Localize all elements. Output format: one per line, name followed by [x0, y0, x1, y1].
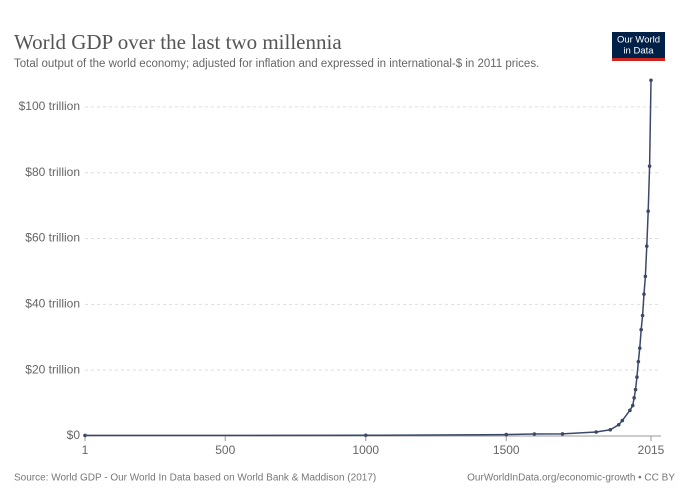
- point: [594, 430, 598, 434]
- point: [608, 427, 613, 432]
- line: [84, 80, 652, 437]
- x-tick-label: 2015: [638, 443, 665, 457]
- x-tick-label: 500: [215, 443, 235, 457]
- point: [633, 387, 638, 392]
- point: [644, 244, 649, 248]
- point: [637, 346, 642, 350]
- point: [647, 164, 652, 168]
- x-tick-label: 1: [82, 443, 89, 457]
- point: [630, 403, 635, 408]
- point: [635, 375, 639, 379]
- point: [640, 313, 645, 318]
- point: [646, 209, 650, 214]
- x-tick-label: 1500: [493, 443, 520, 457]
- point: [643, 274, 648, 279]
- y-tick-label: $40 trillion: [25, 297, 80, 311]
- logo-text: Our World: [617, 35, 660, 46]
- point: [649, 78, 653, 83]
- point: [83, 433, 87, 438]
- point: [504, 432, 509, 437]
- logo: Our World in Data: [612, 32, 665, 61]
- point: [363, 433, 368, 438]
- y-tick-label: $60 trillion: [25, 231, 80, 245]
- license: OurWorldInData.org/economic-growth • CC …: [467, 473, 675, 484]
- y-tick-label: $100 trillion: [19, 99, 80, 113]
- source: Source: World GDP - Our World In Data ba…: [14, 473, 376, 484]
- y-tick-label: $0: [67, 428, 81, 442]
- logo-text: in Data: [623, 46, 654, 57]
- point: [532, 432, 537, 436]
- point: [628, 408, 632, 413]
- point: [632, 396, 636, 400]
- logo-bar: [612, 58, 665, 61]
- chart-subtitle: Total output of the world economy; adjus…: [14, 58, 539, 70]
- point: [616, 423, 621, 427]
- logo-box: [612, 32, 665, 61]
- point: [642, 292, 646, 296]
- point: [560, 432, 565, 436]
- y-tick-label: $80 trillion: [25, 165, 80, 179]
- y-tick-label: $20 trillion: [25, 362, 80, 376]
- point: [636, 359, 641, 364]
- point: [639, 327, 643, 332]
- x-tick-label: 1000: [352, 443, 379, 457]
- chart-title: World GDP over the last two millennia: [14, 30, 342, 54]
- point: [620, 418, 625, 423]
